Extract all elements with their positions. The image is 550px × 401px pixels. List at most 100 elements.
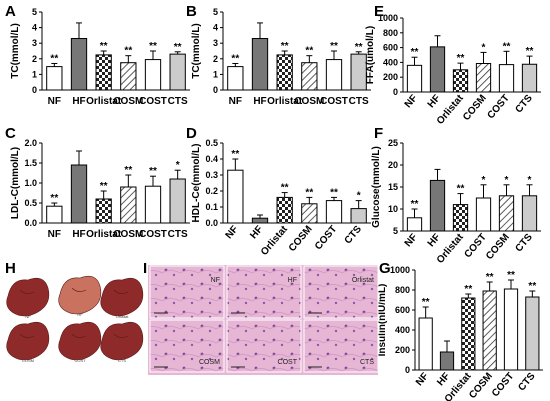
category-label: HF <box>72 96 85 107</box>
category-label: CTS <box>516 371 537 394</box>
category-label: Orlistat <box>86 229 122 240</box>
y-tick-label: 0.4 <box>205 154 218 164</box>
significance-marker: ** <box>486 272 494 283</box>
significance-marker: ** <box>100 181 108 192</box>
tissue-section <box>303 265 379 319</box>
tissue-section <box>226 319 302 373</box>
y-tick-label: 2 <box>32 54 37 64</box>
category-label: HF <box>72 229 85 240</box>
category-label: NF <box>414 371 431 388</box>
significance-marker: ** <box>281 41 289 52</box>
bar-cts <box>521 195 538 232</box>
significance-marker: ** <box>231 149 239 160</box>
category-label: COST <box>139 229 167 240</box>
y-tick-label: 0 <box>393 87 398 97</box>
significance-marker: ** <box>503 41 511 52</box>
category-label: COST <box>313 224 339 252</box>
y-tick-label: 4 <box>213 23 218 33</box>
y-tick-label: 10 <box>388 204 398 214</box>
bar-nf <box>406 217 423 232</box>
y-tick-label: 4 <box>32 23 37 33</box>
y-axis-label: LDL-C(mmol/L) <box>10 147 21 219</box>
liver-caption: Orlistat <box>116 314 130 319</box>
liver-lobe <box>6 321 50 361</box>
significance-marker: * <box>505 175 509 186</box>
tissue-section <box>149 265 225 319</box>
significance-marker: ** <box>149 41 157 52</box>
category-label: NF <box>224 224 241 241</box>
liver-photo-orlistat: Orlistat <box>100 277 144 319</box>
category-label: COST <box>490 371 516 399</box>
histology-panel: NF HF Orlistat COSM COST CTS <box>148 265 379 375</box>
bar-hf <box>70 38 88 91</box>
y-tick-label: 20 <box>388 160 398 170</box>
y-tick-label: 1 <box>213 69 218 79</box>
y-axis-label: Insulin(nIU/mL) <box>377 284 388 357</box>
y-tick-label: 15 <box>388 182 398 192</box>
liver-lobe <box>58 275 102 315</box>
significance-marker: ** <box>330 41 338 52</box>
category-label: CTS <box>514 93 535 116</box>
liver-lobe <box>58 321 102 361</box>
chart-b-tc: 0 1 2 3 4 5 TC(mmol/L) ** NF HF ** Orlistat ** COSM **… <box>191 7 371 107</box>
histology-tile-nf: NF <box>149 265 225 319</box>
liver-caption: COST <box>74 358 86 363</box>
histology-label: Orlistat <box>352 277 374 284</box>
liver-fissure <box>71 287 87 292</box>
bar-orlistat <box>276 54 293 91</box>
significance-marker: ** <box>457 53 465 64</box>
bar-cts <box>169 53 186 91</box>
liver-caption: COSM <box>22 358 34 363</box>
category-label: Orlistat <box>86 96 122 107</box>
y-tick-label: 600 <box>395 305 410 315</box>
bar-cost <box>325 200 343 224</box>
y-tick-label: 0 <box>32 85 37 95</box>
y-tick-label: 0.0 <box>24 218 37 228</box>
category-label: COSM <box>461 93 489 123</box>
panel-label-b: B <box>186 3 197 20</box>
bar-cts <box>521 63 538 93</box>
significance-marker: ** <box>305 46 313 57</box>
panel-label-d: D <box>186 125 197 142</box>
panel-label-c: C <box>5 125 16 142</box>
significance-marker: * <box>482 175 486 186</box>
y-tick-label: 800 <box>395 285 410 295</box>
bar-cosm <box>120 62 137 91</box>
y-tick-label: 2.0 <box>24 138 37 148</box>
y-tick-label: 400 <box>395 325 410 335</box>
category-label: NF <box>403 93 420 110</box>
histology-label: HF <box>288 277 297 284</box>
y-tick-label: 3 <box>213 38 218 48</box>
histology-tile-cosm: COSM <box>149 319 225 373</box>
bar-hf <box>439 351 455 371</box>
bar-hf <box>251 217 269 224</box>
category-label: COSM <box>467 371 495 401</box>
y-tick-label: 200 <box>383 72 398 82</box>
category-label: COST <box>320 96 348 107</box>
bar-hf <box>70 164 88 224</box>
significance-marker: ** <box>50 53 58 64</box>
panel-label-a: A <box>5 3 16 20</box>
significance-marker: ** <box>50 193 58 204</box>
category-label: NF <box>403 232 420 249</box>
bar-nf <box>227 169 244 224</box>
y-axis-label: FFA(umol/L) <box>365 26 376 84</box>
bar-hf <box>251 38 269 91</box>
y-tick-label: 1.5 <box>24 158 37 168</box>
y-tick-label: 0 <box>405 365 410 375</box>
liver-fissure <box>71 333 87 338</box>
category-label: HF <box>253 96 266 107</box>
liver-lobe <box>100 321 144 361</box>
bar-orlistat <box>95 198 112 224</box>
category-label: COST <box>486 93 512 121</box>
histology-tile-cts: CTS <box>303 319 379 373</box>
bar-hf <box>429 179 446 232</box>
bar-nf <box>46 66 63 91</box>
liver-caption: CTS <box>118 358 126 363</box>
liver-caption: NF <box>25 314 31 319</box>
significance-marker: ** <box>355 42 363 53</box>
